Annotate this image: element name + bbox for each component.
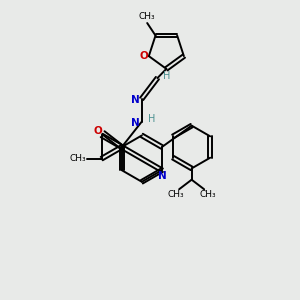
Text: H: H bbox=[148, 114, 156, 124]
Text: N: N bbox=[131, 118, 140, 128]
Text: O: O bbox=[139, 51, 148, 61]
Text: O: O bbox=[94, 126, 102, 136]
Text: N: N bbox=[158, 171, 167, 181]
Text: CH₃: CH₃ bbox=[69, 154, 85, 163]
Text: N: N bbox=[131, 95, 140, 105]
Text: CH₃: CH₃ bbox=[138, 12, 155, 21]
Text: CH₃: CH₃ bbox=[167, 190, 184, 199]
Text: CH₃: CH₃ bbox=[200, 190, 216, 199]
Text: H: H bbox=[163, 71, 171, 81]
